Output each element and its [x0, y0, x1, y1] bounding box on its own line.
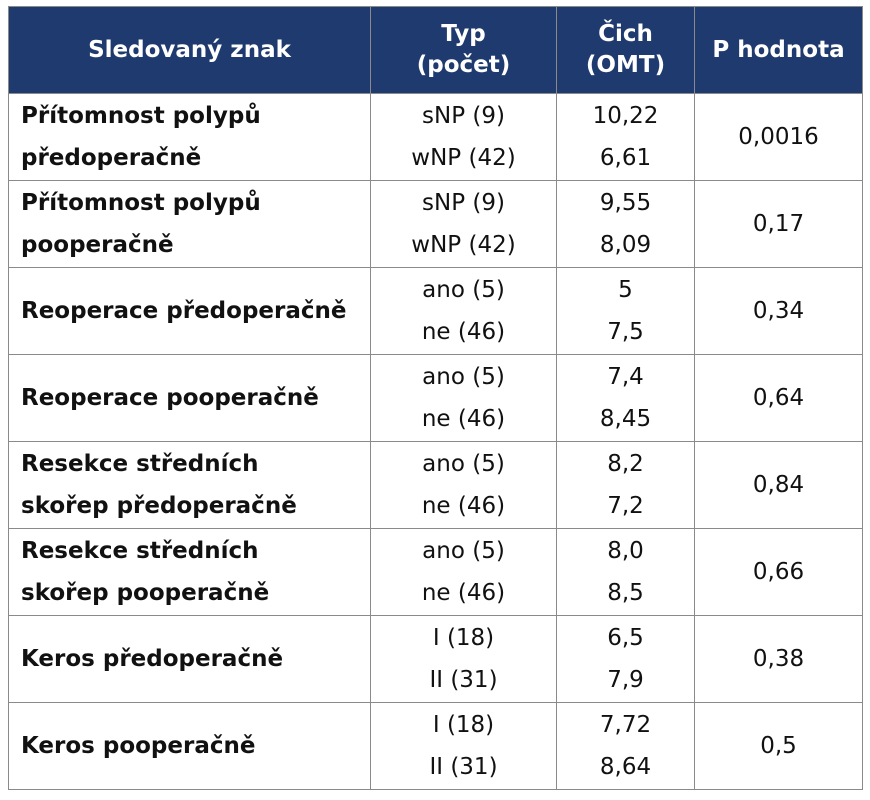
trait-cell: Přítomnost polypů předoperačně [8, 93, 371, 181]
smell-value2: 7,5 [607, 319, 644, 345]
type-line2: ne (46) [421, 406, 506, 432]
trait-line1: Resekce středních [21, 451, 259, 477]
smell-cell: 5 7,5 [556, 267, 695, 355]
header-type: Typ (počet) [370, 6, 557, 94]
trait-line1: Přítomnost polypů [21, 190, 261, 216]
table-row: Resekce středních skořep předoperačně ano … [8, 441, 863, 529]
type-cell: sNP (9) wNP (42) [370, 93, 557, 181]
type-line1: I (18) [432, 712, 495, 738]
trait-cell: Resekce středních skořep předoperačně [8, 441, 371, 529]
trait-line2: skořep předoperačně [21, 493, 297, 519]
smell-value2: 8,5 [607, 580, 644, 606]
table-row: Reoperace pooperačně ano (5) ne (46) 7,4 8,4… [8, 354, 863, 442]
smell-value1: 5 [618, 277, 633, 303]
smell-cell: 7,4 8,45 [556, 354, 695, 442]
trait-cell: Keros pooperačně [8, 702, 371, 790]
table-row: Přítomnost polypů předoperačně sNP (9) wNP … [8, 93, 863, 181]
smell-cell: 9,55 8,09 [556, 180, 695, 268]
trait-cell: Keros předoperačně [8, 615, 371, 703]
p-value-cell: 0,64 [694, 354, 863, 442]
p-value-cell: 0,34 [694, 267, 863, 355]
type-line1: ano (5) [422, 277, 505, 303]
trait-line2: skořep pooperačně [21, 580, 270, 606]
type-cell: ano (5) ne (46) [370, 441, 557, 529]
type-line2: wNP (42) [411, 145, 516, 171]
type-cell: ano (5) ne (46) [370, 354, 557, 442]
header-smell: Čich (OMT) [556, 6, 695, 94]
type-line1: I (18) [432, 625, 495, 651]
type-cell: I (18) II (31) [370, 702, 557, 790]
trait-line1: Reoperace předoperačně [21, 298, 347, 324]
type-line1: ano (5) [422, 364, 505, 390]
results-table: Sledovaný znak Typ (počet) Čich (OMT) P … [8, 6, 863, 790]
smell-value2: 8,64 [599, 754, 652, 780]
header-smell-line1: Čich [598, 21, 653, 47]
type-line1: ano (5) [422, 451, 505, 477]
smell-value1: 7,72 [599, 712, 652, 738]
smell-cell: 8,0 8,5 [556, 528, 695, 616]
smell-cell: 10,22 6,61 [556, 93, 695, 181]
header-p-value: P hodnota [694, 6, 863, 94]
smell-value1: 10,22 [592, 103, 659, 129]
table-row: Keros předoperačně I (18) II (31) 6,5 7,9 0,3… [8, 615, 863, 703]
table-row: Resekce středních skořep pooperačně ano (5… [8, 528, 863, 616]
p-value-cell: 0,38 [694, 615, 863, 703]
table-row: Přítomnost polypů pooperačně sNP (9) wNP (4… [8, 180, 863, 268]
type-line2: ne (46) [421, 580, 506, 606]
trait-line1: Reoperace pooperačně [21, 385, 319, 411]
smell-value1: 8,0 [607, 538, 644, 564]
table-row: Reoperace předoperačně ano (5) ne (46) 5 7,5… [8, 267, 863, 355]
header-type-line1: Typ [441, 21, 486, 47]
header-row: Sledovaný znak Typ (počet) Čich (OMT) P … [8, 6, 863, 94]
type-line2: II (31) [429, 667, 498, 693]
trait-cell: Resekce středních skořep pooperačně [8, 528, 371, 616]
p-value-cell: 0,66 [694, 528, 863, 616]
type-line2: ne (46) [421, 493, 506, 519]
smell-cell: 6,5 7,9 [556, 615, 695, 703]
p-value-cell: 0,0016 [694, 93, 863, 181]
smell-value1: 9,55 [599, 190, 652, 216]
p-value-cell: 0,84 [694, 441, 863, 529]
smell-value1: 6,5 [607, 625, 644, 651]
trait-cell: Reoperace předoperačně [8, 267, 371, 355]
trait-line1: Keros předoperačně [21, 646, 284, 672]
type-line2: wNP (42) [411, 232, 516, 258]
smell-value2: 7,2 [607, 493, 644, 519]
smell-value2: 6,61 [599, 145, 652, 171]
smell-cell: 7,72 8,64 [556, 702, 695, 790]
type-line1: ano (5) [422, 538, 505, 564]
smell-cell: 8,2 7,2 [556, 441, 695, 529]
type-line1: sNP (9) [422, 190, 505, 216]
smell-value1: 7,4 [607, 364, 644, 390]
header-smell-line2: (OMT) [585, 52, 666, 78]
type-cell: ano (5) ne (46) [370, 267, 557, 355]
trait-cell: Přítomnost polypů pooperačně [8, 180, 371, 268]
header-type-line2: (počet) [416, 52, 511, 78]
type-line1: sNP (9) [422, 103, 505, 129]
p-value-cell: 0,17 [694, 180, 863, 268]
trait-line1: Keros pooperačně [21, 733, 256, 759]
p-value-cell: 0,5 [694, 702, 863, 790]
trait-line1: Přítomnost polypů [21, 103, 261, 129]
trait-cell: Reoperace pooperačně [8, 354, 371, 442]
smell-value2: 7,9 [607, 667, 644, 693]
header-trait: Sledovaný znak [8, 6, 371, 94]
trait-line1: Resekce středních [21, 538, 259, 564]
trait-line2: předoperačně [21, 145, 202, 171]
smell-value2: 8,09 [599, 232, 652, 258]
type-line2: ne (46) [421, 319, 506, 345]
type-cell: ano (5) ne (46) [370, 528, 557, 616]
type-cell: I (18) II (31) [370, 615, 557, 703]
smell-value1: 8,2 [607, 451, 644, 477]
type-cell: sNP (9) wNP (42) [370, 180, 557, 268]
trait-line2: pooperačně [21, 232, 174, 258]
type-line2: II (31) [429, 754, 498, 780]
table-row: Keros pooperačně I (18) II (31) 7,72 8,64 0,5 [8, 702, 863, 790]
smell-value2: 8,45 [599, 406, 652, 432]
